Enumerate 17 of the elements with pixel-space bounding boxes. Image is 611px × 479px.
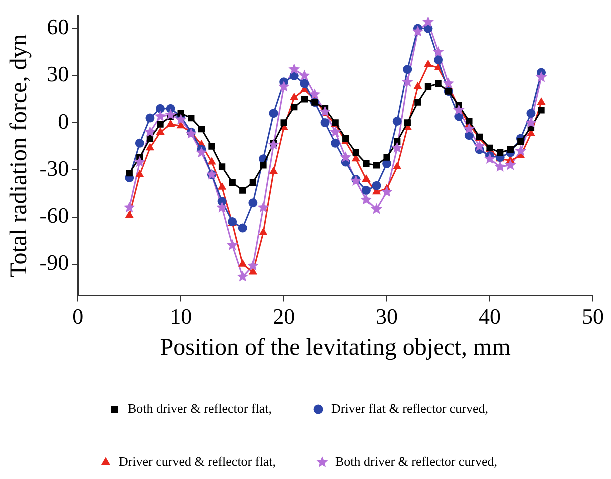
x-tick-label: 30 [376,304,398,329]
y-tick-label: 0 [58,108,70,134]
y-tick-label: -60 [40,203,70,228]
y-tick-label: 30 [47,62,70,87]
legend-label: Both driver & reflector flat, [128,400,272,416]
y-axis-title: Total radiation force, dyn [6,34,33,278]
x-tick-label: 50 [582,304,604,329]
x-axis-title: Position of the levitating object, mm [160,334,512,361]
legend-label: Driver flat & reflector curved, [332,400,489,416]
y-tick-label: -30 [40,156,70,181]
x-tick-label: 40 [479,304,502,329]
y-tick-label: 60 [47,14,70,40]
x-tick-label: 20 [273,304,296,329]
legend-label: Driver curved & reflector flat, [118,454,276,469]
y-tick-label: -90 [40,250,70,276]
x-tick-label: 10 [170,304,192,329]
legend-label: Both driver & reflector curved, [335,454,498,469]
